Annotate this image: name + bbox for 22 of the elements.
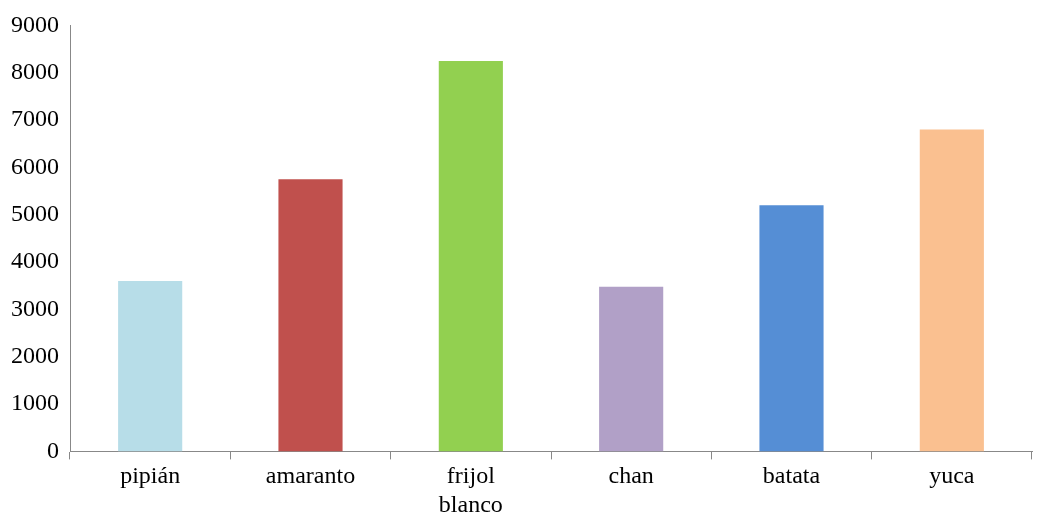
y-tick-label: 9000 [11,10,59,37]
bar [919,129,984,452]
bar [118,281,183,452]
y-tick-label: 0 [47,436,59,463]
bar [759,205,824,452]
bar [438,60,503,452]
y-tick-label: 3000 [11,294,59,321]
x-tick-label: pipián [120,462,181,489]
x-tick-label: chan [608,462,654,489]
x-tick-label: yuca [929,462,975,489]
y-tick-label: 5000 [11,200,59,227]
y-tick-label: 2000 [11,342,59,369]
y-tick-label: 6000 [11,152,59,179]
x-tick-label: frijol blanco [438,462,503,517]
y-tick-label: 1000 [11,389,59,416]
y-tick-label: 8000 [11,58,59,85]
bar [599,286,664,452]
x-tick-label: amaranto [265,462,356,489]
bar [278,179,343,452]
y-tick-label: 7000 [11,105,59,132]
x-tick-label: batata [762,462,821,489]
y-tick-label: 4000 [11,247,59,274]
